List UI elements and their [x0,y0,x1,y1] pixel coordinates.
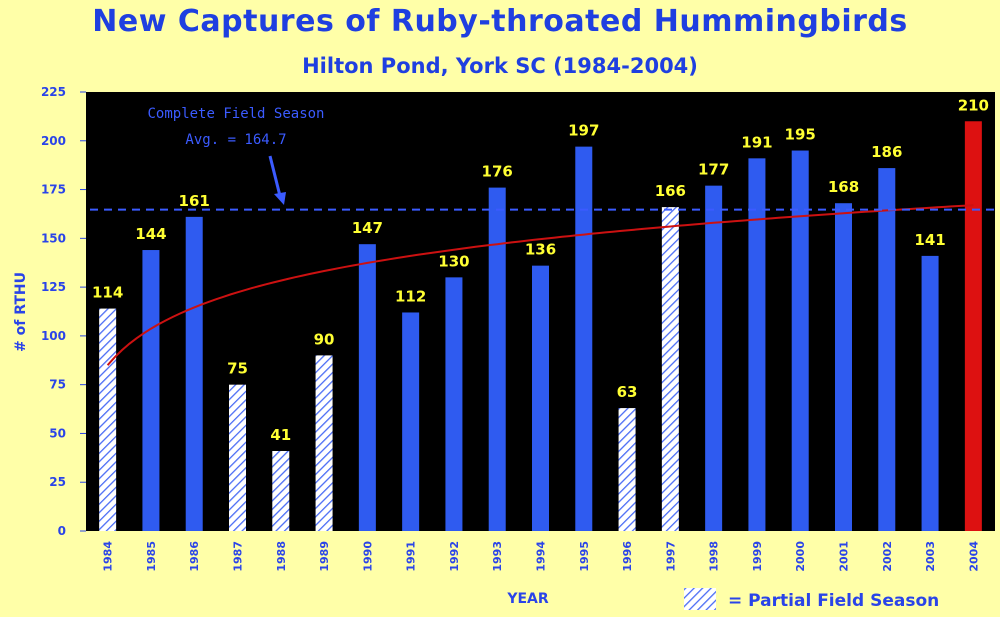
value-label-1999: 191 [741,133,772,151]
value-label-1996: 63 [617,383,638,401]
bar-1999 [748,158,766,532]
value-label-1986: 161 [179,192,210,210]
bar-2001 [835,203,852,532]
bar-1998 [705,185,723,532]
y-tick-label: 225 [41,85,66,99]
value-label-1994: 136 [525,241,556,259]
value-label-2000: 195 [785,126,816,144]
value-label-1995: 197 [568,122,599,140]
y-tick-label: 175 [41,183,66,197]
trend-line [106,204,974,366]
x-tick-label: 1989 [318,541,331,572]
x-tick-label: 1999 [751,541,764,572]
value-label-1985: 144 [135,225,166,243]
y-axis: 0 25 50 75 100 125 150 175 200 225 [41,85,86,538]
x-tick-label: 1986 [188,541,201,572]
x-tick-label: 1994 [535,541,548,572]
x-tick-label: 1984 [102,541,115,572]
value-label-1993: 176 [482,163,513,181]
chart-subtitle: Hilton Pond, York SC (1984-2004) [302,54,698,78]
value-label-1990: 147 [352,219,383,237]
y-tick-label: 25 [49,475,66,489]
average-annotation-arrow [268,155,282,197]
bar-1991 [402,312,420,531]
x-tick-label: 2003 [924,541,937,572]
y-axis-label: # of RTHU [13,272,29,352]
x-tick-label: 2000 [794,541,807,572]
bar-1990 [358,244,376,532]
x-tick-label: 2004 [967,541,980,572]
value-label-2003: 141 [914,231,945,249]
y-tick-label: 0 [58,524,66,538]
x-tick-label: 1987 [232,541,245,572]
value-label-1997: 166 [655,182,686,200]
average-annotation-line2: Avg. = 164.7 [185,132,286,148]
bar-1996 [618,408,636,531]
value-label-2001: 168 [828,178,859,196]
y-tick-label: 100 [41,329,66,343]
x-tick-label: 1992 [448,541,461,572]
y-tick-label: 75 [49,378,66,392]
bar-1997 [661,207,679,532]
average-annotation-line1: Complete Field Season [147,106,324,122]
bar-1995 [575,146,593,531]
x-tick-label: 1990 [361,541,374,572]
bar-1984 [99,308,117,531]
x-axis-label: YEAR [506,591,549,607]
value-label-1988: 41 [270,426,291,444]
bars [99,121,982,532]
value-labels: 114 144 161 75 41 90 147 112 130 176 136 197 63 166 17… [92,96,989,444]
x-tick-label: 1993 [491,541,504,572]
bar-1988 [272,451,290,531]
value-label-1987: 75 [227,360,248,378]
bar-2004 [964,121,982,532]
x-axis: 1984 1985 1986 1987 1988 1989 1990 1991 1992 1993… [102,541,981,572]
legend-swatch [684,588,716,610]
x-tick-label: 2001 [838,541,851,572]
bar-1986 [185,216,203,532]
value-label-1992: 130 [438,252,469,270]
y-tick-label: 150 [41,231,66,245]
value-label-1991: 112 [395,287,426,305]
bar-1994 [532,265,549,531]
x-tick-label: 1985 [145,541,158,572]
legend-label: = Partial Field Season [728,591,939,611]
value-label-1989: 90 [314,330,335,348]
value-label-1984: 114 [92,284,123,302]
x-tick-label: 1995 [578,541,591,572]
bar-1989 [315,355,333,531]
chart-title: New Captures of Ruby-throated Hummingbir… [92,4,908,39]
bar-1985 [142,250,160,532]
value-label-1998: 177 [698,161,729,179]
bar-2002 [878,168,896,532]
y-tick-label: 50 [49,426,66,440]
bar-1987 [229,384,246,531]
y-tick-label: 200 [41,134,66,148]
x-tick-label: 1991 [405,541,418,572]
x-tick-label: 1998 [708,541,721,572]
x-tick-label: 2002 [881,541,894,572]
x-tick-label: 1996 [621,541,634,572]
bar-1993 [488,187,506,532]
x-tick-label: 1997 [664,541,677,572]
value-label-2002: 186 [871,143,902,161]
bar-2003 [921,255,939,532]
x-tick-label: 1988 [275,541,288,572]
value-label-2004: 210 [958,96,989,114]
y-tick-label: 125 [41,280,66,294]
average-annotation-arrowhead [274,192,286,205]
bar-2000 [791,150,809,532]
bar-1992 [445,277,463,531]
